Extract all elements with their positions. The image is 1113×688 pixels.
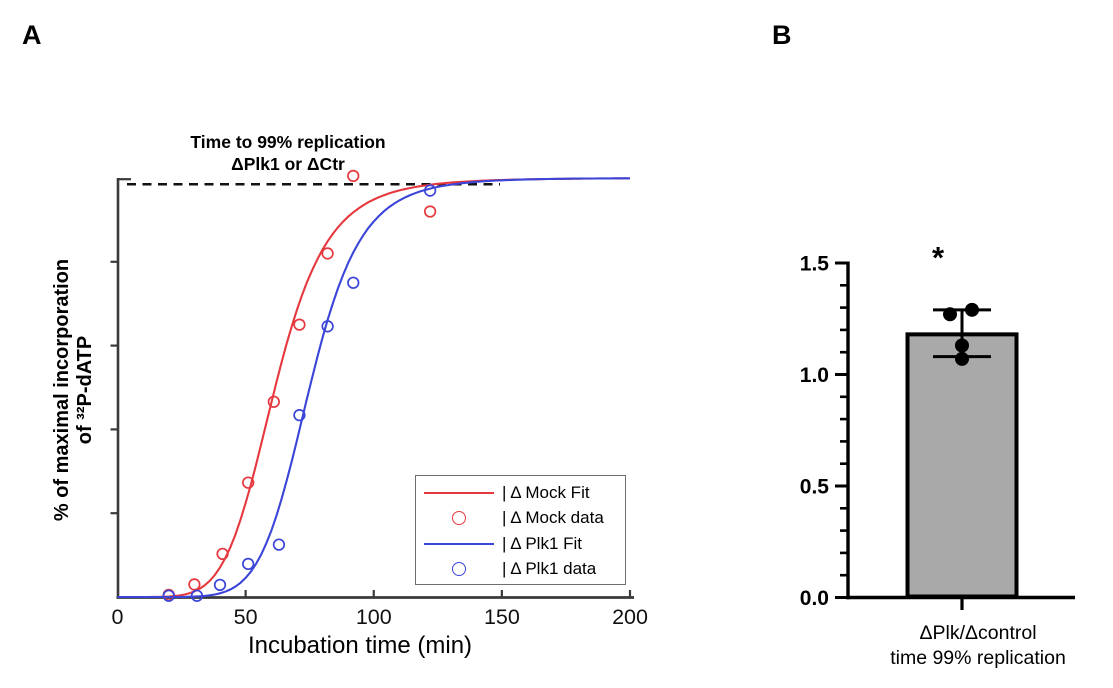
panel-a-x-tick-label: 50: [234, 605, 258, 629]
panel-b-label: B: [772, 20, 792, 50]
mock-data-point: [293, 318, 306, 331]
panel-a-y-axis-title-line-2: of ³²P-dATP: [74, 335, 96, 445]
replicate-point: [965, 302, 979, 317]
panel-a-x-tick-label: 150: [484, 605, 520, 629]
panel-b-y-tick-label: 0.0: [800, 587, 829, 610]
legend-label-plk1-data: | Δ Plk1 data: [502, 559, 597, 579]
legend-label-mock-fit: | Δ Mock Fit: [502, 482, 590, 502]
legend-box: | Δ Mock Fit | Δ Mock data | Δ Plk1 Fit …: [415, 475, 626, 585]
panel-a-x-axis-title: Incubation time (min): [247, 632, 473, 659]
legend-row-mock-fit: | Δ Mock Fit: [416, 480, 625, 506]
plk1-data-point: [190, 589, 204, 602]
mock-data-point: [188, 578, 201, 591]
panel-a-x-tick-label: 200: [612, 605, 648, 629]
mock-data-circle-marker: [452, 511, 466, 526]
panel-b-y-tick-label: 0.5: [800, 476, 830, 499]
plk1-data-point: [272, 538, 286, 551]
annotation-time-to-99: Time to 99% replication ΔPlk1 or ΔCtr: [88, 131, 488, 175]
plk1-data-point: [293, 409, 306, 422]
mock-data-point: [321, 247, 334, 260]
replicate-point: [943, 307, 957, 322]
panel-a-x-tick-label: 100: [356, 605, 392, 629]
legend-row-plk1-data: | Δ Plk1 data: [416, 557, 625, 583]
panel-a-y-axis-title: % of maximal incorporation of ³²P-dATP: [51, 180, 99, 600]
annotation-line-2: ΔPlk1 or ΔCtr: [231, 154, 345, 174]
plk1-data-point: [321, 320, 334, 333]
mock-data-point: [423, 205, 437, 218]
replicate-point: [955, 338, 969, 353]
replicate-point: [955, 351, 969, 366]
plk1-data-circle-marker: [452, 562, 466, 577]
panel-a-chart: 0 50 100 150 200: [110, 169, 648, 629]
panel-b-y-tick-label: 1.0: [800, 364, 829, 387]
mock-data-point: [347, 169, 360, 183]
mock-data-point: [267, 395, 280, 408]
panel-a-x-tick-label: 0: [112, 605, 124, 629]
annotation-line-1: Time to 99% replication: [190, 132, 386, 152]
panel-b-x-axis-title-line-2: time 99% replication: [890, 647, 1066, 669]
ratio-bar: [905, 332, 1019, 599]
panel-b-y-tick-label: 1.5: [800, 253, 830, 276]
legend-label-mock-data: | Δ Mock data: [502, 508, 604, 528]
plk1-data-point: [242, 557, 255, 571]
plk1-fit-line-marker: [424, 542, 494, 545]
panel-a-label: A: [22, 20, 42, 50]
mock-data-point: [216, 547, 229, 560]
plk1-data-point: [347, 276, 360, 289]
panel-b-x-axis-title-line-1: ΔPlk/Δcontrol: [919, 622, 1037, 644]
panel-b-chart: 0.0 0.5 1.0 1.5: [800, 253, 1075, 610]
legend-label-plk1-fit: | Δ Plk1 Fit: [502, 533, 583, 553]
plk1-data-point: [162, 589, 175, 602]
panel-b-x-axis-title: ΔPlk/Δcontrol time 99% replication: [818, 621, 1113, 671]
legend-row-plk1-fit: | Δ Plk1 Fit: [416, 531, 625, 557]
panel-a-y-axis-title-line-1: % of maximal incorporation: [51, 258, 73, 522]
legend-row-mock-data: | Δ Mock data: [416, 506, 625, 532]
mock-data-point: [242, 476, 255, 489]
significance-asterisk: *: [931, 240, 945, 275]
plk1-data-point: [423, 184, 437, 197]
mock-fit-line-marker: [424, 491, 494, 494]
plk1-data-point: [213, 578, 227, 591]
